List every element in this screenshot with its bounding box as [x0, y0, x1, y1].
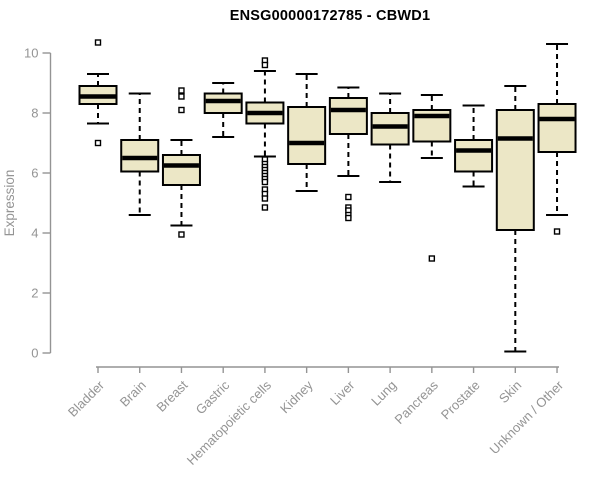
- boxplot-group: [120, 92, 160, 216]
- outlier-point: [94, 139, 102, 147]
- outlier-point: [428, 255, 436, 262]
- y-tick-label: 6: [31, 166, 38, 181]
- outlier-point: [553, 228, 561, 235]
- boxplot-group: [287, 73, 327, 192]
- x-tick-label: Brain: [117, 378, 149, 410]
- boxplot-group: [454, 104, 494, 188]
- iqr-box: [161, 154, 201, 186]
- iqr-box: [287, 106, 327, 165]
- boxplot-group: [412, 94, 452, 262]
- iqr-box: [495, 109, 535, 231]
- iqr-box: [328, 97, 368, 135]
- outlier-point: [345, 193, 352, 201]
- x-tick-label: Prostate: [438, 378, 483, 423]
- boxplot-group: [328, 86, 368, 222]
- outlier-point: [261, 178, 269, 186]
- outlier-point: [178, 93, 185, 100]
- x-tick-label: Pancreas: [392, 377, 442, 427]
- boxplot-group: [203, 82, 243, 138]
- x-tick-label: Bladder: [65, 377, 108, 420]
- outlier-point: [178, 87, 185, 94]
- boxplot-group: [78, 39, 118, 147]
- x-tick-label: Liver: [327, 377, 358, 408]
- chart-title: ENSG00000172785 - CBWD1: [229, 8, 431, 24]
- outlier-point: [261, 61, 269, 69]
- outlier-point: [178, 231, 185, 238]
- x-tick-label: Lung: [368, 378, 399, 409]
- outlier-point: [178, 106, 185, 114]
- boxplot-group: [537, 43, 577, 235]
- boxplot-group: [495, 85, 535, 353]
- y-axis: 0 2 4 6 8 10 Expression: [2, 46, 52, 361]
- outlier-point: [261, 195, 269, 202]
- outlier-point: [345, 214, 352, 222]
- boxplot-group: [161, 87, 201, 238]
- x-tick-label: Skin: [496, 378, 524, 406]
- y-tick-label: 8: [31, 106, 38, 121]
- outlier-point: [94, 39, 102, 46]
- iqr-box: [454, 139, 494, 173]
- y-tick-label: 4: [31, 226, 38, 241]
- x-tick-label: Kidney: [277, 377, 316, 416]
- y-tick-label: 2: [31, 286, 38, 301]
- x-tick-label: Breast: [153, 377, 190, 414]
- y-tick-label: 0: [31, 346, 38, 361]
- iqr-box: [537, 103, 577, 153]
- y-tick-label: 10: [24, 46, 38, 61]
- boxplot-group: [245, 57, 285, 211]
- x-tick-label: Gastric: [193, 377, 233, 417]
- outlier-point: [261, 204, 269, 211]
- y-axis-title: Expression: [2, 170, 17, 237]
- x-tick-label: Unknown / Other: [487, 377, 567, 457]
- boxplot-group: [370, 92, 410, 183]
